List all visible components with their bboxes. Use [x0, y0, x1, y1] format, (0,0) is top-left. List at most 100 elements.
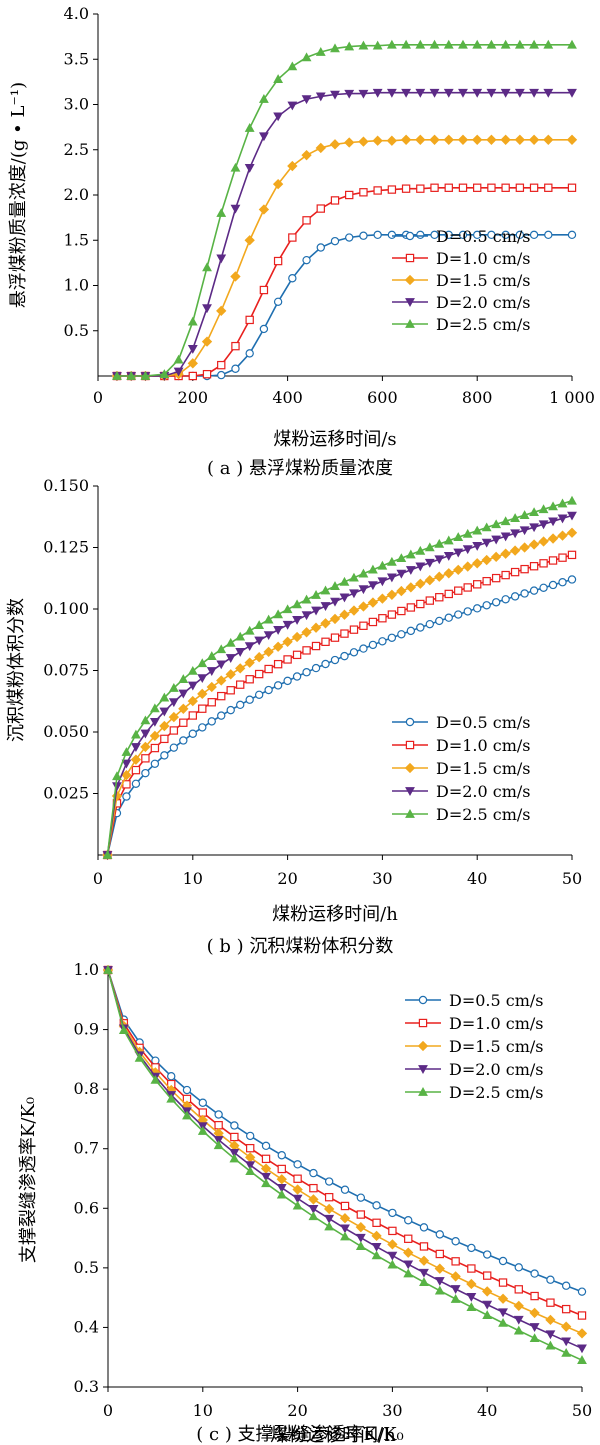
- data-point: [377, 577, 388, 587]
- data-point: [539, 559, 548, 568]
- data-point: [292, 672, 302, 681]
- data-point: [444, 589, 453, 599]
- data-point: [397, 606, 406, 616]
- data-point: [226, 686, 235, 695]
- data-point: [236, 680, 245, 689]
- chart-panel-1: 0 200 400 600 800 1 000 0.5 1.0 1.5 2.0 2.5 3.0 3.5 4…: [8, 4, 595, 479]
- data-point: [473, 604, 482, 613]
- data-point: [355, 1222, 366, 1233]
- data-point: [273, 112, 284, 122]
- data-point: [372, 88, 383, 98]
- data-point: [140, 729, 151, 739]
- y-axis-title: 沉积煤粉体积分数: [6, 598, 27, 742]
- data-point: [368, 581, 378, 591]
- x-tick-label: 20: [287, 1401, 307, 1420]
- data-point: [311, 590, 321, 599]
- data-point: [235, 663, 246, 674]
- legend-marker: [404, 762, 416, 774]
- data-point: [159, 369, 170, 379]
- data-point: [435, 1230, 444, 1239]
- data-point: [472, 134, 483, 145]
- data-point: [134, 1052, 145, 1062]
- data-point: [498, 1317, 508, 1327]
- data-point: [500, 532, 511, 542]
- data-point: [513, 1325, 524, 1335]
- data-point: [500, 88, 511, 98]
- data-point: [538, 536, 549, 547]
- data-point: [182, 1110, 192, 1120]
- data-point: [561, 1337, 572, 1347]
- data-point: [282, 604, 293, 614]
- data-point: [188, 711, 197, 720]
- data-point: [245, 1161, 256, 1171]
- data-point: [358, 601, 369, 612]
- data-point: [429, 88, 440, 98]
- data-point: [453, 548, 464, 558]
- data-point: [168, 698, 179, 708]
- data-point: [491, 573, 501, 583]
- data-point: [372, 1201, 381, 1210]
- data-point: [287, 160, 298, 172]
- data-point: [292, 1184, 303, 1195]
- data-point: [320, 585, 331, 595]
- data-point: [543, 39, 554, 49]
- data-point: [373, 186, 382, 195]
- data-point: [482, 1286, 493, 1297]
- data-point: [229, 1153, 240, 1163]
- legend-label: D=1.5 cm/s: [436, 759, 531, 778]
- data-point: [330, 597, 340, 607]
- data-point: [444, 613, 453, 622]
- data-point: [348, 605, 360, 616]
- data-point: [302, 668, 311, 677]
- data-point: [415, 88, 426, 98]
- data-point: [561, 1281, 571, 1290]
- legend-entry: D=0.5 cm/s: [405, 991, 544, 1010]
- data-point: [344, 89, 355, 99]
- data-point: [214, 1110, 223, 1119]
- data-point: [520, 589, 529, 598]
- data-point: [308, 1211, 319, 1221]
- data-point: [529, 1307, 540, 1319]
- data-point: [359, 188, 368, 197]
- legend-entry: D=2.0 cm/s: [405, 1060, 544, 1079]
- y-tick-label: 1.5: [64, 230, 89, 249]
- data-point: [273, 256, 283, 266]
- data-point: [491, 519, 502, 529]
- data-point: [450, 1293, 461, 1303]
- legend-marker: [417, 1040, 429, 1052]
- data-point: [339, 576, 350, 586]
- data-point: [188, 371, 197, 381]
- data-point: [386, 589, 398, 600]
- data-point: [387, 1259, 398, 1269]
- data-point: [198, 1098, 207, 1107]
- data-point: [514, 39, 525, 49]
- data-point: [472, 525, 483, 535]
- data-point: [403, 1260, 414, 1270]
- data-point: [330, 43, 340, 53]
- data-point: [245, 349, 254, 358]
- data-point: [487, 183, 496, 192]
- data-point: [292, 1194, 303, 1204]
- data-point: [187, 358, 198, 369]
- data-point: [276, 1189, 287, 1199]
- data-point: [291, 631, 303, 643]
- data-point: [263, 631, 274, 641]
- legend-marker: [418, 1086, 428, 1096]
- data-point: [244, 123, 255, 132]
- data-point: [259, 324, 269, 334]
- data-point: [367, 597, 379, 608]
- data-point: [458, 230, 468, 240]
- legend-marker: [418, 1065, 428, 1075]
- data-point: [230, 162, 241, 172]
- data-point: [244, 164, 255, 173]
- data-point: [216, 660, 227, 670]
- data-point: [292, 650, 302, 660]
- data-point: [487, 230, 496, 240]
- data-point: [226, 705, 235, 715]
- data-point: [121, 747, 132, 756]
- data-point: [258, 204, 270, 215]
- legend-label: D=0.5 cm/s: [436, 227, 531, 246]
- data-point: [404, 1216, 413, 1225]
- data-point: [282, 620, 293, 630]
- data-point: [217, 360, 226, 370]
